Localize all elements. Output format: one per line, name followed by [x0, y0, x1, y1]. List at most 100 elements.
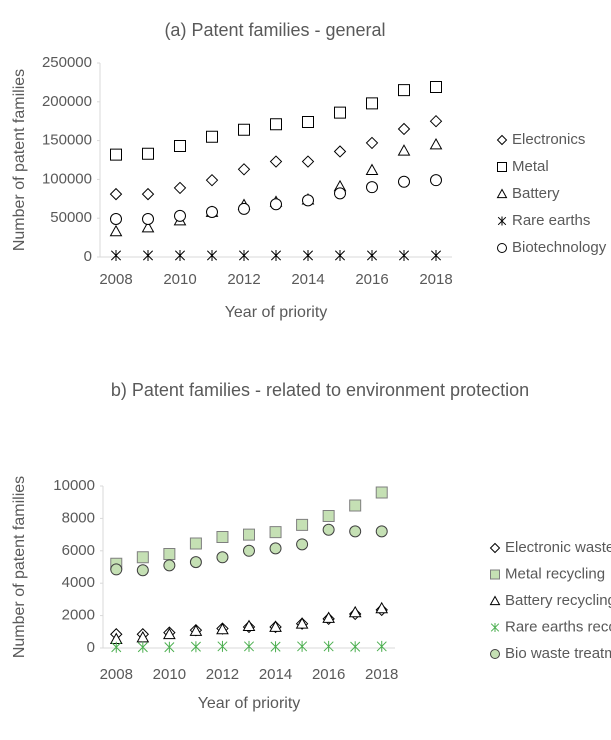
- marker: [174, 209, 186, 222]
- marker: [110, 249, 122, 261]
- y-tick-label: 200000: [42, 93, 92, 110]
- legend-label: Biotechnology: [512, 239, 607, 256]
- marker: [109, 187, 123, 201]
- marker: [366, 97, 378, 110]
- legend-marker: [497, 216, 507, 226]
- marker: [430, 81, 442, 94]
- marker: [334, 187, 346, 200]
- legend-marker: [497, 162, 507, 172]
- marker: [398, 175, 410, 188]
- x-tick-label: 2016: [312, 666, 345, 683]
- legend-marker: [489, 542, 501, 554]
- marker: [142, 212, 154, 225]
- y-tick-label: 150000: [42, 132, 92, 149]
- legend-label: Electronic waste: [505, 539, 611, 556]
- legend-marker: [497, 243, 507, 253]
- x-tick-label: 2010: [163, 271, 196, 288]
- marker: [269, 526, 282, 539]
- marker: [375, 486, 388, 499]
- marker: [398, 249, 410, 261]
- marker: [322, 611, 335, 623]
- x-tick-label: 2008: [99, 271, 132, 288]
- legend-marker: [489, 595, 501, 606]
- marker: [397, 122, 411, 136]
- marker: [216, 531, 229, 544]
- x-tick-label: 2018: [365, 666, 398, 683]
- marker: [111, 641, 122, 653]
- marker: [190, 641, 201, 653]
- marker: [366, 249, 378, 261]
- marker: [349, 499, 362, 512]
- x-tick-label: 2014: [291, 271, 324, 288]
- marker: [366, 181, 378, 194]
- marker: [296, 518, 309, 531]
- marker: [238, 249, 250, 261]
- marker: [269, 542, 282, 555]
- marker: [136, 551, 149, 564]
- y-tick-label: 250000: [42, 54, 92, 71]
- marker: [163, 627, 176, 640]
- marker: [174, 249, 186, 261]
- marker: [136, 564, 149, 577]
- y-axis-label: Number of patent families: [11, 476, 28, 658]
- chart-title: (a) Patent families - general: [164, 20, 386, 40]
- marker: [375, 601, 389, 614]
- marker: [189, 556, 202, 569]
- x-tick-label: 2012: [227, 271, 260, 288]
- marker: [206, 130, 218, 143]
- marker: [269, 155, 283, 168]
- marker: [189, 537, 202, 550]
- marker: [270, 118, 282, 131]
- marker: [141, 187, 155, 201]
- marker: [141, 220, 155, 233]
- marker: [349, 525, 362, 538]
- marker: [302, 194, 314, 207]
- marker: [163, 548, 176, 561]
- marker: [238, 202, 250, 215]
- marker: [109, 224, 123, 237]
- marker: [302, 249, 314, 261]
- legend-label: Metal recycling: [505, 565, 605, 582]
- marker: [174, 140, 186, 153]
- legend-label: Rare earths: [512, 212, 590, 229]
- marker: [365, 163, 379, 175]
- marker: [398, 84, 410, 97]
- marker: [297, 640, 308, 652]
- x-tick-label: 2010: [153, 666, 186, 683]
- y-tick-label: 0: [84, 248, 92, 265]
- marker: [142, 249, 154, 261]
- x-axis-label: Year of priority: [198, 695, 301, 712]
- marker: [269, 620, 282, 632]
- marker: [295, 617, 309, 629]
- marker: [237, 163, 251, 176]
- legend-label: Electronics: [512, 131, 585, 148]
- marker: [333, 145, 347, 158]
- marker: [243, 544, 255, 557]
- marker: [350, 641, 361, 653]
- y-tick-label: 0: [87, 639, 95, 656]
- marker: [430, 249, 442, 261]
- legend-marker: [490, 569, 500, 580]
- marker: [270, 641, 281, 653]
- marker: [429, 137, 443, 150]
- marker: [375, 525, 388, 538]
- marker: [296, 538, 309, 551]
- marker: [238, 123, 250, 136]
- y-tick-label: 100000: [42, 170, 92, 187]
- legend-label: Battery: [512, 185, 560, 202]
- x-tick-label: 2016: [355, 271, 388, 288]
- marker: [322, 523, 335, 536]
- marker: [376, 640, 387, 652]
- marker: [173, 181, 187, 195]
- marker: [302, 115, 314, 128]
- y-axis-label: Number of patent families: [11, 69, 28, 251]
- legend-label: Rare earths recovery: [505, 618, 611, 635]
- marker: [189, 624, 203, 636]
- chart-title: b) Patent families - related to environm…: [110, 380, 530, 400]
- y-tick-label: 6000: [62, 542, 95, 559]
- marker: [206, 249, 218, 261]
- marker: [243, 640, 255, 652]
- marker: [110, 148, 122, 161]
